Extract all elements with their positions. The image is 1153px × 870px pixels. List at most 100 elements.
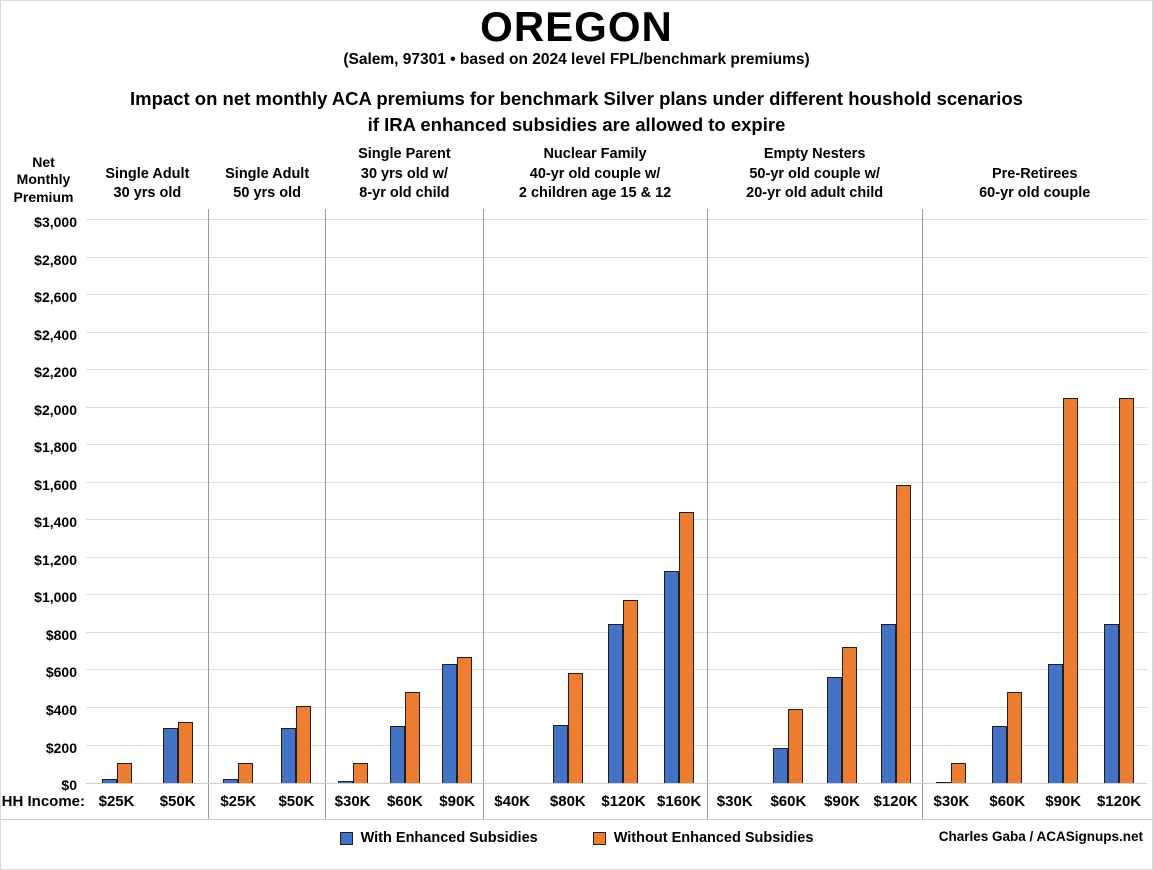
income-label: $160K: [657, 793, 702, 811]
bar-without-enhanced-subsidies: [679, 512, 695, 784]
legend-swatch-with-icon: [339, 831, 353, 845]
gridline: [86, 444, 1147, 446]
income-cells-2: $25K $50K: [208, 784, 325, 820]
bar-with-enhanced-subsidies: [664, 571, 680, 784]
bar-without-enhanced-subsidies: [1119, 398, 1135, 784]
bar-with-enhanced-subsidies: [162, 728, 178, 784]
legend-item-without-subsidies: Without Enhanced Subsidies: [592, 830, 814, 847]
bar-group-$50K: [147, 722, 208, 784]
bar-with-enhanced-subsidies: [992, 726, 1008, 784]
bar-without-enhanced-subsidies: [238, 763, 254, 784]
gridline: [86, 219, 1147, 221]
chart-subtitle: (Salem, 97301 • based on 2024 level FPL/…: [343, 51, 810, 68]
bar-with-enhanced-subsidies: [552, 725, 568, 784]
y-axis-title-line: Premium: [13, 188, 74, 205]
y-tick-label: $2,200: [34, 364, 77, 381]
bar-group-$90K: [431, 657, 483, 784]
headline-line-1: Impact on net monthly ACA premiums for b…: [130, 88, 1023, 109]
y-tick-label: $2,600: [34, 289, 77, 306]
bar-group-$120K: [1091, 398, 1147, 784]
y-tick-label: $400: [45, 701, 77, 718]
headline-line-2: if IRA enhanced subsidies are allowed to…: [367, 113, 786, 135]
panel-title-line: 50-yr old couple w/: [749, 165, 880, 182]
panel-4: [483, 209, 707, 784]
panel-header-row: Net Monthly Premium Single Adult 30 yrs o…: [1, 145, 1152, 209]
panel-title-line: 8-yr old child: [359, 185, 450, 202]
y-tick-label: $600: [45, 664, 77, 681]
panel-title-line: Empty Nesters: [763, 146, 866, 163]
bar-without-enhanced-subsidies: [352, 763, 368, 784]
bar-with-enhanced-subsidies: [281, 728, 297, 784]
bar-with-enhanced-subsidies: [880, 624, 896, 784]
legend: With Enhanced Subsidies Without Enhanced…: [1, 821, 1152, 855]
gridline: [86, 519, 1147, 521]
bar-with-enhanced-subsidies: [101, 779, 117, 784]
bar-group-$30K: [923, 763, 979, 784]
bar-with-enhanced-subsidies: [1104, 624, 1120, 784]
y-tick-label: $1,400: [34, 514, 77, 531]
bar-with-enhanced-subsidies: [1048, 664, 1064, 784]
income-label: $120K: [601, 793, 646, 811]
y-tick-label: $1,200: [34, 551, 77, 568]
bar-without-enhanced-subsidies: [623, 600, 639, 784]
y-axis-title-line: Monthly: [16, 171, 71, 188]
panel-header-5: Empty Nesters 50-yr old couple w/20-yr ol…: [707, 145, 923, 209]
y-tick-label: $200: [45, 739, 77, 756]
income-label: $60K: [386, 793, 423, 811]
panel-header-2: Single Adult 50 yrs old: [209, 165, 326, 209]
bar-without-enhanced-subsidies: [895, 485, 911, 784]
bar-group-$60K: [379, 692, 431, 784]
bar-without-enhanced-subsidies: [404, 692, 420, 784]
bar-without-enhanced-subsidies: [788, 709, 804, 784]
gridline: [86, 369, 1147, 371]
income-label: $90K: [439, 793, 476, 811]
plot-row: $0 $200 $400 $600 $800 $1,000 $1,200 $1,400 $1,6…: [1, 209, 1152, 793]
panel-title-line: 60-yr old couple: [979, 185, 1091, 202]
panel-title-line: Pre-Retirees: [991, 165, 1078, 182]
y-tick-label: $2,400: [34, 326, 77, 343]
y-axis-title-line: Net: [32, 153, 55, 170]
gridline: [86, 406, 1147, 408]
bar-group-$25K: [86, 763, 147, 784]
bar-with-enhanced-subsidies: [337, 781, 353, 784]
panel-title-line: 40-yr old couple w/: [529, 165, 661, 182]
panel-header-4: Nuclear Family 40-yr old couple w/2 child…: [483, 145, 707, 209]
income-cells-1: $25K $50K: [86, 784, 208, 819]
panel-3: [325, 209, 483, 784]
y-tick-label: $1,600: [34, 476, 77, 493]
bar-without-enhanced-subsidies: [842, 647, 857, 784]
bar-group-$80K: [540, 673, 596, 784]
panel-title-line: Single Parent: [358, 146, 451, 163]
panel-title-line: 30 yrs old: [113, 185, 182, 202]
bar-group-$60K: [979, 692, 1035, 784]
y-axis-title: Net Monthly Premium: [1, 154, 86, 210]
panel-header-1: Single Adult 30 yrs old: [86, 165, 209, 209]
legend-label-without: Without Enhanced Subsidies: [613, 830, 814, 847]
bar-without-enhanced-subsidies: [951, 763, 967, 784]
income-cells-3: $30K $60K $90K: [325, 784, 483, 820]
gridline: [86, 256, 1147, 258]
bar-group-$50K: [267, 706, 325, 784]
gridline: [86, 594, 1147, 596]
chart-headline: Impact on net monthly ACA premiums for b…: [1, 86, 1152, 137]
bar-group-$90K: [815, 647, 869, 784]
income-label: $120K: [873, 793, 918, 811]
bar-with-enhanced-subsidies: [936, 782, 952, 784]
gridline: [86, 331, 1147, 333]
chart-title: OREGON: [480, 3, 673, 50]
bar-group-$60K: [762, 709, 816, 784]
bar-without-enhanced-subsidies: [177, 722, 193, 784]
legend-label-with: With Enhanced Subsidies: [360, 830, 538, 847]
bar-group-$30K: [326, 763, 378, 784]
bar-group-$25K: [209, 763, 267, 784]
panel-header-3: Single Parent 30 yrs old w/8-yr old child: [326, 145, 484, 209]
chart-area: Net Monthly Premium Single Adult 30 yrs o…: [1, 145, 1152, 855]
legend-item-with-subsidies: With Enhanced Subsidies: [339, 830, 538, 847]
hh-income-label: HH Income:: [1, 793, 85, 811]
y-tick-label: $1,000: [34, 589, 77, 606]
bar-without-enhanced-subsidies: [1063, 398, 1079, 784]
gridline: [86, 481, 1147, 483]
panel-title-line: 20-yr old adult child: [746, 185, 884, 202]
panel-header-6: Pre-Retirees 60-yr old couple: [922, 165, 1147, 209]
